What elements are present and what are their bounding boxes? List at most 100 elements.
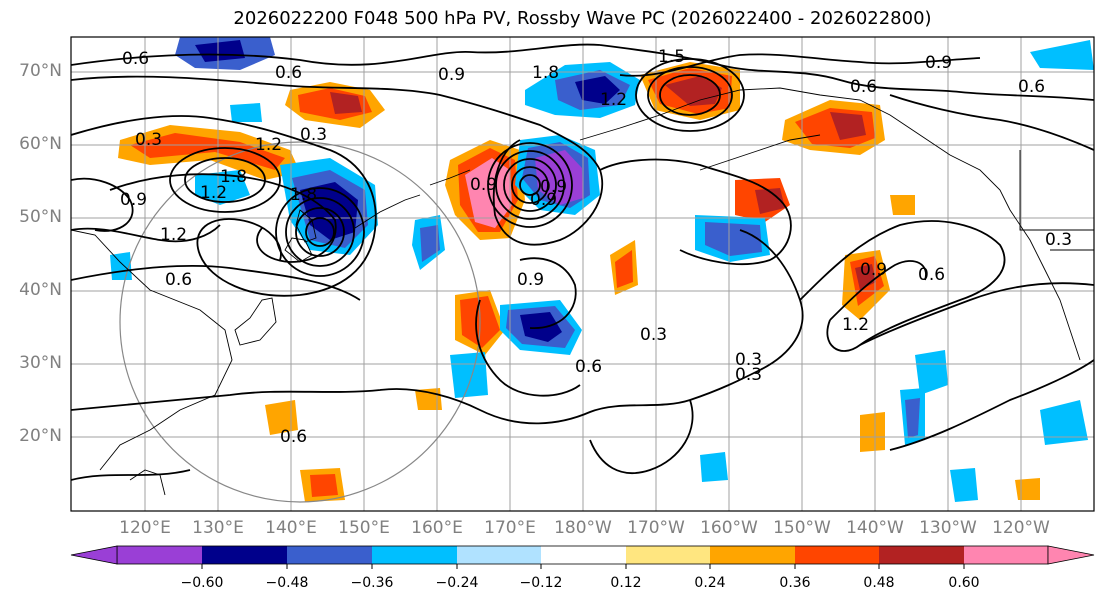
colorbar-segment: [372, 546, 457, 564]
contour-label: 0.6: [280, 427, 307, 447]
contour-label: 1.2: [160, 225, 187, 245]
colorbar-extend-max: [1047, 545, 1095, 565]
anomaly-blob: [310, 474, 338, 497]
contour-label: 1.8: [290, 185, 317, 205]
lon-label: 120°W: [992, 518, 1050, 538]
contour-label: 1.8: [532, 63, 559, 83]
colorbar-tick-label: 0.24: [694, 575, 726, 591]
shaded-anomalies: [110, 37, 1094, 502]
lon-label: 170°E: [484, 518, 536, 538]
anomaly-blob: [705, 222, 762, 256]
map-frame: [70, 36, 1095, 512]
contour-label: 0.3: [735, 350, 762, 370]
contour-label: 0.6: [122, 49, 149, 69]
colorbar-tick-label: 0.48: [863, 575, 895, 591]
anomaly-blob: [830, 112, 866, 140]
lon-label: 180°W: [554, 518, 612, 538]
contour-label: 0.6: [575, 357, 602, 377]
colorbar-segment: [626, 546, 710, 564]
contour-label: 0.6: [275, 63, 302, 83]
colorbar-tick-label: −0.48: [265, 575, 309, 591]
contour-label: 0.3: [1045, 230, 1072, 250]
colorbar-tick-label: −0.24: [435, 575, 479, 591]
contour-label: 0.3: [135, 130, 162, 150]
reference-circle: [119, 141, 481, 503]
anomaly-blob: [890, 195, 915, 215]
lon-label: 150°W: [773, 518, 831, 538]
contour-label: 1.2: [842, 315, 869, 335]
contour-label: 0.6: [1018, 77, 1045, 97]
colorbar-segment: [541, 546, 626, 564]
anomaly-blob: [1030, 40, 1094, 70]
colorbar-tick-label: 0.12: [610, 575, 642, 591]
lon-label: 140°W: [846, 518, 904, 538]
contour-label: 0.6: [165, 270, 192, 290]
contour-label: 0.9: [120, 190, 147, 210]
colorbar-tick-label: −0.36: [350, 575, 394, 591]
contour-label: 0.9: [925, 53, 952, 73]
colorbar-segment: [117, 546, 202, 564]
colorbar-tick-label: 0.36: [779, 575, 811, 591]
contour-label: 0.9: [470, 175, 497, 195]
anomaly-blob: [1040, 400, 1088, 445]
anomaly-blob: [575, 76, 620, 104]
lon-label: 130°W: [919, 518, 977, 538]
colorbar-segment: [795, 546, 879, 564]
contour-label: 0.9: [530, 190, 557, 210]
lat-label: 20°N: [19, 426, 62, 446]
colorbar-segment: [710, 546, 795, 564]
colorbar-tick-label: 0.60: [948, 575, 980, 591]
map-plot-area: 0.6 0.6 0.9 1.8 1.5 0.9 0.6 0.3 1.2 1.8 …: [71, 37, 1094, 511]
anomaly-blob: [230, 103, 262, 122]
contour-label: 0.6: [918, 265, 945, 285]
contour-label: 0.9: [540, 177, 567, 197]
lon-label: 170°W: [627, 518, 685, 538]
lon-label: 150°E: [338, 518, 390, 538]
lon-label: 160°E: [411, 518, 463, 538]
contour-label: 0.9: [517, 270, 544, 290]
contour-label: 1.2: [600, 90, 627, 110]
anomaly-blob: [615, 250, 633, 288]
lat-label: 70°N: [19, 61, 62, 81]
colorbar-segment: [457, 546, 541, 564]
anomaly-blob: [915, 350, 948, 395]
lat-label: 40°N: [19, 280, 62, 300]
coastlines: [71, 87, 1094, 496]
anomaly-blob: [330, 92, 362, 114]
colorbar-segment: [879, 546, 964, 564]
contour-label: 0.6: [850, 77, 877, 97]
contour-label: 1.8: [220, 167, 247, 187]
colorbar-tick-label: −0.60: [180, 575, 224, 591]
anomaly-blob: [755, 188, 785, 214]
lat-label: 50°N: [19, 207, 62, 227]
anomaly-blob: [905, 398, 920, 438]
anomaly-blob: [195, 170, 250, 205]
contour-label: 1.2: [255, 135, 282, 155]
lon-label: 160°W: [700, 518, 758, 538]
lon-label: 120°E: [119, 518, 171, 538]
anomaly-blob: [265, 400, 298, 435]
contour-label: 1.5: [658, 47, 685, 67]
colorbar-segment: [202, 546, 287, 564]
anomaly-blob: [860, 412, 885, 452]
contour-label: 0.3: [300, 125, 327, 145]
pv-contours: [71, 43, 1094, 481]
anomaly-blob: [950, 468, 978, 502]
contour-label: 0.3: [640, 325, 667, 345]
lon-label: 140°E: [265, 518, 317, 538]
map-title: 2026022200 F048 500 hPa PV, Rossby Wave …: [233, 8, 932, 29]
lat-label: 30°N: [19, 353, 62, 373]
contour-label: 0.9: [860, 260, 887, 280]
contour-label: 0.3: [735, 365, 762, 385]
lat-label: 60°N: [19, 134, 62, 154]
colorbar-segment: [964, 546, 1048, 564]
anomaly-blob: [855, 264, 876, 290]
contour-label: 1.2: [200, 183, 227, 203]
contour-labels: 0.6 0.6 0.9 1.8 1.5 0.9 0.6 0.3 1.2 1.8 …: [120, 47, 1072, 447]
contour-label: 0.9: [438, 65, 465, 85]
anomaly-blob: [700, 452, 728, 482]
colorbar-extend-min: [70, 545, 118, 565]
lon-label: 130°E: [192, 518, 244, 538]
